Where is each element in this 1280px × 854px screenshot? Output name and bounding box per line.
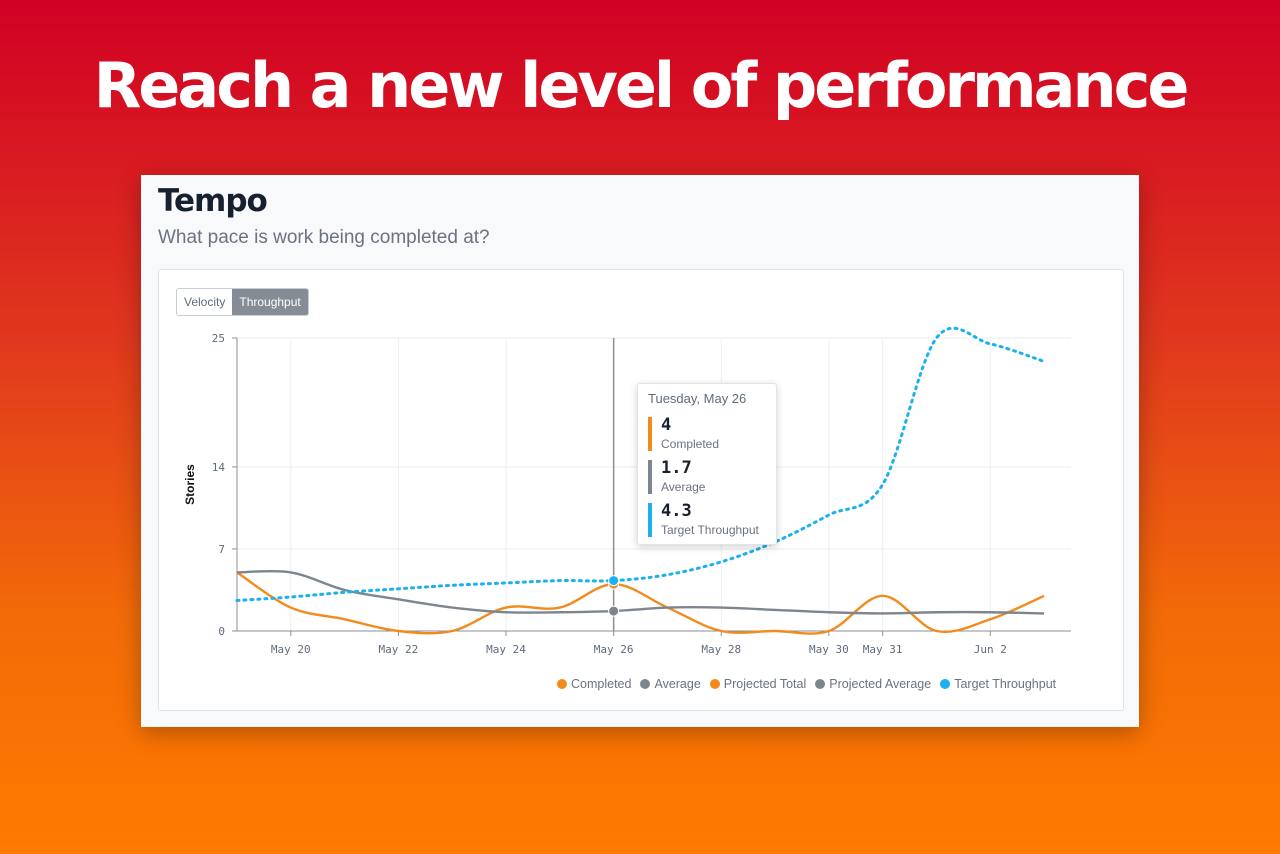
legend-label: Projected Average — [829, 677, 932, 691]
legend-dot — [709, 679, 720, 689]
metric-toggle: Velocity Throughput — [176, 288, 309, 316]
tooltip-value: 4.3 — [661, 501, 692, 521]
y-tick-label: 7 — [218, 543, 225, 556]
legend-dot — [940, 679, 951, 689]
legend-label: Completed — [571, 677, 632, 691]
legend-item-projected-total[interactable]: Projected Total — [709, 677, 807, 691]
x-tick-label: May 24 — [486, 643, 526, 656]
x-tick-label: May 20 — [271, 643, 311, 656]
tooltip-color-bar — [648, 460, 652, 494]
hover-point-target-throughput — [608, 575, 620, 587]
tooltip-label: Completed — [661, 437, 720, 451]
series-average — [236, 569, 1045, 615]
x-tick-label: May 31 — [863, 643, 903, 656]
x-tick-label: Jun 2 — [974, 643, 1007, 656]
hover-point-average — [608, 605, 620, 617]
legend-dot — [815, 679, 826, 689]
x-tick-label: May 30 — [809, 643, 849, 656]
legend-item-projected-average[interactable]: Projected Average — [815, 677, 931, 691]
card-subtitle: What pace is work being completed at? — [158, 227, 490, 248]
tooltip-color-bar — [648, 417, 652, 451]
card-title: Tempo — [158, 183, 268, 219]
tab-throughput[interactable]: Throughput — [232, 289, 308, 315]
y-tick-label: 0 — [218, 625, 225, 638]
legend-item-completed[interactable]: Completed — [557, 677, 631, 691]
series-target-throughput — [235, 326, 1046, 603]
tooltip-label: Target Throughput — [661, 523, 759, 537]
legend-item-average[interactable]: Average — [640, 677, 701, 691]
tab-velocity[interactable]: Velocity — [177, 289, 233, 315]
tooltip-label: Average — [661, 480, 706, 494]
chart-tooltip: Tuesday, May 26 4 Completed 1.7 Average … — [637, 383, 777, 545]
y-tick-label: 25 — [212, 332, 225, 345]
chart-legend: Completed Average Projected Total Projec… — [557, 677, 1056, 691]
legend-dot — [557, 679, 567, 689]
legend-label: Target Throughput — [954, 677, 1057, 691]
legend-dot — [640, 679, 651, 689]
tooltip-value: 4 — [661, 415, 672, 435]
tempo-card: Tempo What pace is work being completed … — [141, 175, 1139, 727]
headline: Reach a new level of performance — [93, 49, 1190, 122]
tooltip-value: 1.7 — [661, 458, 692, 478]
y-axis-label: Stories — [183, 464, 197, 505]
legend-item-target-throughput[interactable]: Target Throughput — [940, 677, 1056, 691]
y-tick-label: 14 — [212, 461, 226, 474]
tooltip-date: Tuesday, May 26 — [648, 391, 747, 406]
throughput-chart[interactable]: 0 7 14 25 May 20 May 22 May 24 May 26 May 28 May … — [159, 270, 1123, 710]
x-tick-label: May 28 — [701, 643, 741, 656]
x-tick-label: May 26 — [594, 643, 634, 656]
chart-panel: Velocity Throughput 0 7 14 25 May 20 May 22 Ma… — [158, 269, 1124, 711]
legend-label: Projected Total — [723, 677, 807, 691]
legend-label: Average — [654, 677, 701, 691]
x-tick-label: May 22 — [379, 643, 419, 656]
series-completed — [236, 571, 1045, 635]
tooltip-color-bar — [648, 503, 652, 537]
